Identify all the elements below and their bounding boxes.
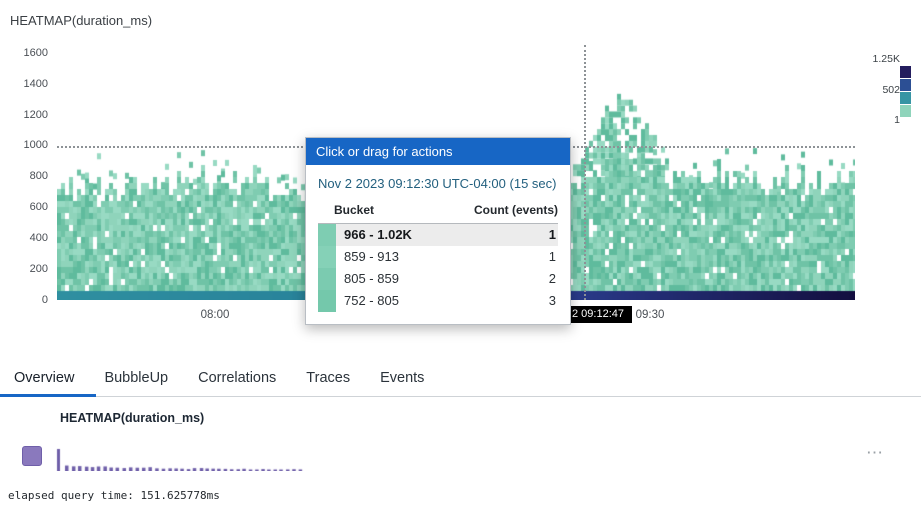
bucket-count: 1 — [468, 224, 558, 246]
bucket-count: 1 — [548, 249, 556, 264]
count-column-header: Count (events) — [474, 203, 558, 217]
bucket-column-header: Bucket — [334, 203, 375, 217]
tab-overview[interactable]: Overview — [14, 370, 75, 386]
tooltip-timestamp: Nov 2 2023 09:12:30 UTC-04:00 (15 sec) — [318, 176, 557, 191]
y-tick: 1400 — [23, 77, 48, 90]
tooltip-table-header: Bucket Count (events) — [318, 197, 558, 224]
row-menu-ellipsis-icon[interactable]: ⋯ — [866, 443, 884, 462]
tab-bubbleup[interactable]: BubbleUp — [104, 370, 169, 386]
y-tick: 1600 — [23, 46, 48, 59]
y-tick: 1000 — [23, 139, 48, 152]
y-tick: 600 — [29, 201, 48, 214]
legend-swatch — [900, 66, 911, 78]
crosshair-vertical-line — [584, 45, 586, 300]
y-tick: 400 — [29, 232, 48, 245]
series-color-chip — [22, 446, 42, 466]
bucket-range: 752 - 805 — [344, 293, 399, 308]
y-tick: 200 — [29, 263, 48, 276]
table-row[interactable]: 805 - 859 2 — [318, 268, 558, 290]
table-row[interactable]: 859 - 913 1 — [318, 246, 558, 268]
cursor-time-label: 2 09:12:47 — [564, 306, 632, 323]
heatmap-title: HEATMAP(duration_ms) — [10, 13, 153, 28]
y-tick: 1200 — [23, 108, 48, 121]
y-axis: 0 200 400 600 800 1000 1200 1400 1600 — [0, 0, 48, 320]
bucket-swatch — [318, 290, 336, 312]
y-tick: 800 — [29, 170, 48, 183]
tab-correlations[interactable]: Correlations — [198, 370, 277, 386]
legend-label: 502 — [882, 84, 900, 96]
duration-distribution-sparkline — [55, 443, 310, 471]
x-tick-0800: 08:00 — [200, 309, 230, 321]
bucket-swatch — [318, 224, 336, 246]
legend-swatch — [900, 92, 911, 104]
legend-label: 1.25K — [872, 53, 900, 65]
tab-traces[interactable]: Traces — [306, 370, 351, 386]
heatmap-tooltip[interactable]: Click or drag for actions Nov 2 2023 09:… — [305, 137, 571, 325]
bucket-count: 3 — [548, 293, 556, 308]
tooltip-action-hint: Click or drag for actions — [306, 138, 570, 165]
table-row[interactable]: 752 - 805 3 — [318, 290, 558, 312]
legend-swatch — [900, 79, 911, 91]
bucket-count: 2 — [548, 271, 556, 286]
bucket-range: 859 - 913 — [344, 249, 399, 264]
series-title: HEATMAP(duration_ms) — [60, 411, 205, 425]
bucket-range: 805 - 859 — [344, 271, 399, 286]
elapsed-query-time: elapsed query time: 151.625778ms — [8, 489, 220, 502]
bucket-swatch — [318, 268, 336, 290]
heatmap-color-legend: 1.25K 502 1 — [858, 53, 916, 184]
results-tab-bar: Overview BubbleUp Correlations Traces Ev… — [0, 365, 921, 397]
active-tab-indicator — [0, 394, 96, 397]
legend-label: 1 — [894, 114, 900, 126]
table-row[interactable]: 966 - 1.02K 1 — [318, 224, 558, 246]
bucket-swatch — [318, 246, 336, 268]
tab-events[interactable]: Events — [380, 370, 425, 386]
x-tick-0930: 09:30 — [635, 309, 665, 321]
tooltip-bucket-table: Bucket Count (events) 966 - 1.02K 1 859 … — [318, 197, 558, 312]
bucket-range: 966 - 1.02K — [336, 224, 468, 246]
tab-bar-divider — [0, 396, 921, 397]
y-tick: 0 — [41, 294, 48, 306]
legend-swatch — [900, 105, 911, 117]
